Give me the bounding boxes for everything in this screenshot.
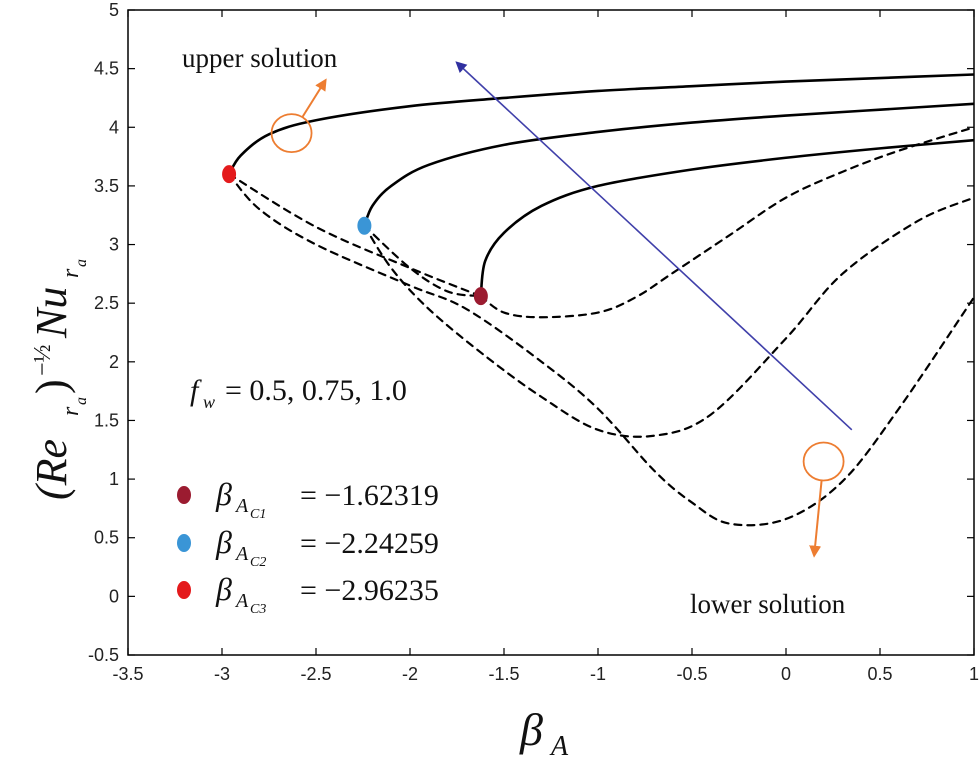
- legend-value-c2: = −2.24259: [300, 527, 439, 560]
- y-tick-label: 5: [109, 0, 119, 20]
- x-tick-label: 0: [781, 664, 791, 684]
- x-tick-label: -3: [214, 664, 230, 684]
- x-tick-label: -1: [590, 664, 606, 684]
- legend-marker-c2: [177, 534, 191, 552]
- y-label-nu-subsub: a: [73, 259, 90, 267]
- y-axis-label: (Re r a ) −½ Nu r a: [27, 259, 90, 500]
- legend-value-c1: = −1.62319: [300, 479, 439, 512]
- y-tick-label: 0: [109, 586, 119, 606]
- series-line-4: [479, 138, 974, 298]
- legend-beta-c3: β: [215, 571, 232, 607]
- critical-point-3: [222, 165, 237, 184]
- highlight-circle-0: [270, 113, 313, 154]
- fw-values: = 0.5, 0.75, 1.0: [225, 374, 407, 407]
- series-line-1: [227, 173, 974, 527]
- series-line-3: [363, 196, 974, 438]
- critical-point-2: [357, 216, 372, 235]
- highlight-arrow-0: [301, 78, 327, 118]
- series-line-0: [227, 73, 974, 176]
- legend-item-c2: β A C2 = −2.24259: [177, 524, 439, 570]
- legend-sub-c2: A: [234, 543, 249, 565]
- x-tick-label: 1: [969, 664, 979, 684]
- y-label-exp: −½: [30, 344, 56, 376]
- legend-item-c3: β A C3 = −2.96235: [177, 571, 439, 617]
- upper-solution-label: upper solution: [182, 43, 338, 73]
- highlight-circle-1: [802, 441, 845, 482]
- legend-sub-c1: A: [234, 495, 249, 517]
- axes-group: -3.5 -3 -2.5 -2 -1.5 -1 -0.5 0 0.5 1 -0.5 0 0.5 1 1.5 2…: [88, 0, 979, 684]
- y-tick-label: 3: [109, 235, 119, 255]
- x-tick-label: -2: [402, 664, 418, 684]
- plot-frame: [127, 9, 975, 656]
- critical-points-group: [222, 165, 488, 306]
- y-label-close: ): [27, 379, 76, 394]
- y-label-paren-sub: r: [58, 406, 84, 416]
- y-tick-label: 0.5: [94, 528, 119, 548]
- legend-value-c3: = −2.96235: [300, 574, 439, 607]
- y-tick-label: 4: [109, 117, 119, 137]
- legend-marker-c1: [177, 486, 191, 504]
- legend-subsub-c1: C1: [250, 507, 266, 522]
- fw-subscript: w: [203, 392, 215, 412]
- x-axis-label: β A: [519, 704, 569, 757]
- curves-group: [227, 73, 974, 527]
- legend-item-c1: β A C1 = −1.62319: [177, 476, 439, 522]
- x-tick-label: -3.5: [112, 664, 143, 684]
- trend-arrow: [455, 61, 853, 431]
- x-tick-label: -1.5: [488, 664, 519, 684]
- series-line-6: [227, 173, 482, 298]
- series-line-2: [363, 102, 974, 228]
- x-tick-label: -2.5: [300, 664, 331, 684]
- series-line-5: [479, 126, 974, 319]
- y-label-paren-subsub: a: [73, 397, 90, 405]
- y-label-nu: Nu: [27, 287, 76, 339]
- y-tick-label: 1.5: [94, 410, 119, 430]
- critical-point-1: [473, 287, 488, 306]
- x-axis-label-base: β: [519, 704, 543, 755]
- legend: β A C1 = −1.62319 β A C2 = −2.24259 β A …: [177, 476, 439, 617]
- lower-solution-label: lower solution: [690, 589, 846, 619]
- y-tick-label: 1: [109, 469, 119, 489]
- x-tick-label: 0.5: [867, 664, 892, 684]
- series-line-7: [363, 224, 482, 298]
- overlay-group: [270, 61, 853, 558]
- y-tick-label: 3.5: [94, 176, 119, 196]
- legend-beta-c1: β: [215, 476, 232, 512]
- y-tick-label: 2.5: [94, 293, 119, 313]
- legend-subsub-c2: C2: [250, 555, 266, 570]
- y-tick-label: 2: [109, 352, 119, 372]
- highlight-arrow-1: [809, 480, 823, 558]
- y-label-paren: (Re: [27, 439, 76, 500]
- x-tick-label: -0.5: [676, 664, 707, 684]
- y-tick-label: 4.5: [94, 59, 119, 79]
- legend-sub-c3: A: [234, 590, 249, 612]
- legend-subsub-c3: C3: [250, 602, 266, 617]
- y-tick-label: -0.5: [88, 645, 119, 665]
- legend-beta-c2: β: [215, 524, 232, 560]
- plot-background: [128, 10, 974, 655]
- legend-marker-c3: [177, 581, 191, 599]
- x-axis-label-sub: A: [549, 731, 569, 757]
- y-label-nu-sub: r: [58, 268, 84, 278]
